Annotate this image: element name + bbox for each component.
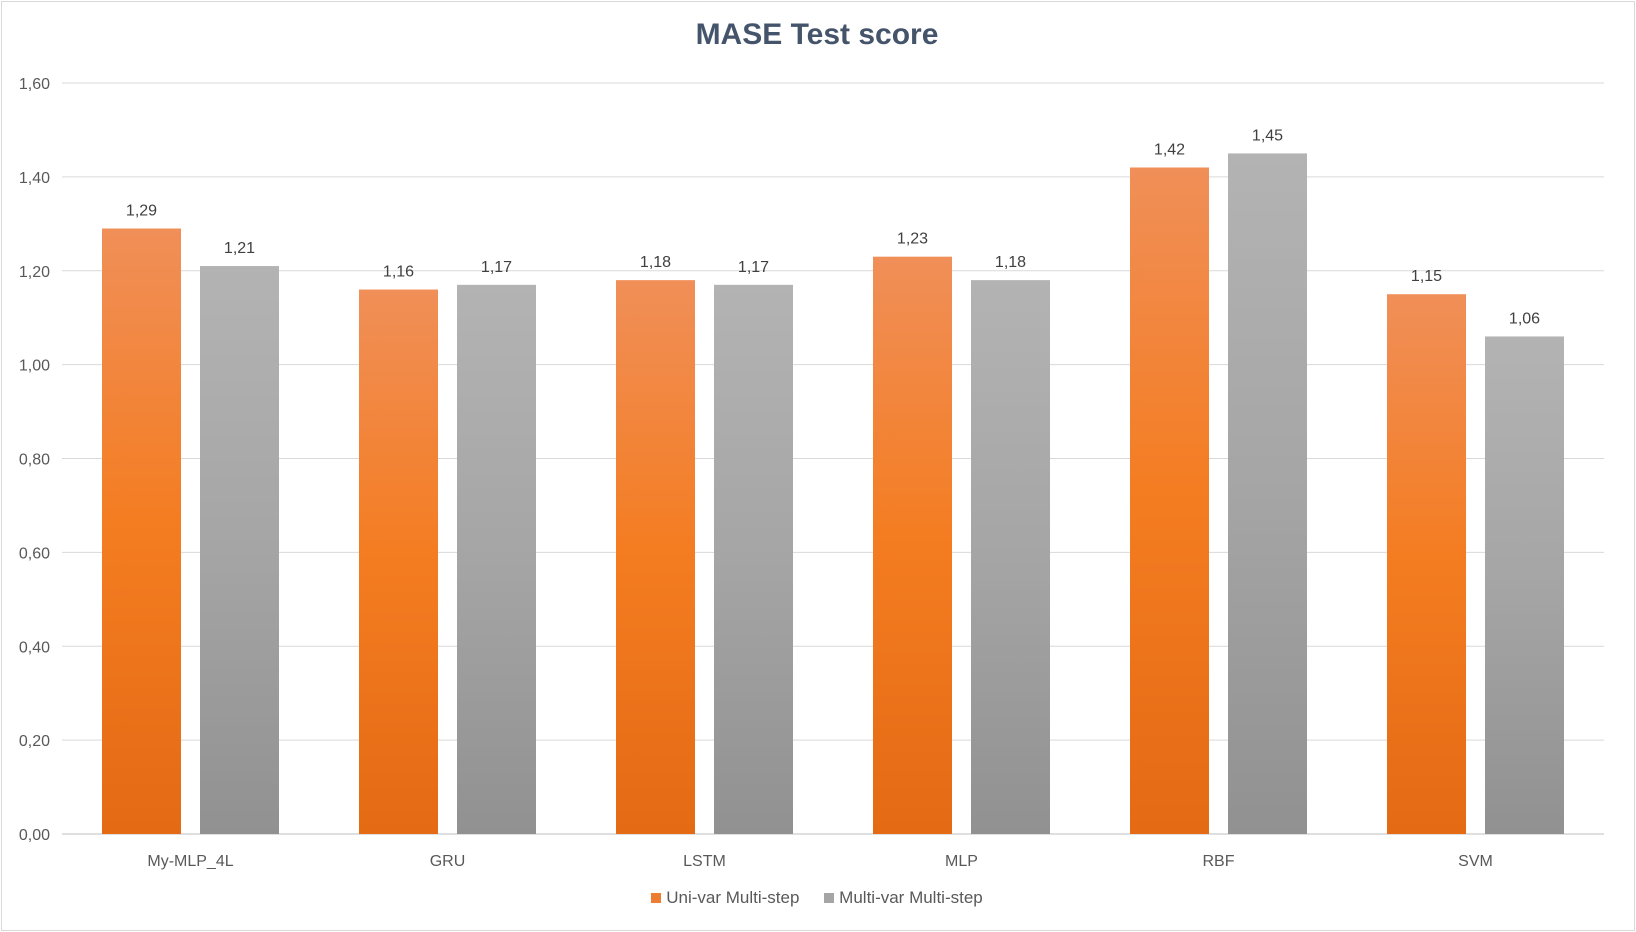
- bars: [102, 153, 1564, 835]
- y-tick-label: 0,80: [19, 452, 50, 469]
- x-tick-label: GRU: [430, 853, 466, 870]
- data-label: 1,45: [1252, 127, 1283, 144]
- legend-swatch-multi-var: [824, 893, 835, 903]
- bar-multi-var: [714, 284, 793, 834]
- data-labels: 1,29 1,21 1,16 1,17 1,18 1,17 1,23 1,18 1,42 1,45…: [126, 127, 1540, 327]
- legend: Uni-var Multi-step Multi-var Multi-step: [0, 888, 1634, 908]
- bar-multi-var: [200, 266, 279, 834]
- legend-label-multi-var: Multi-var Multi-step: [839, 888, 983, 907]
- x-axis-tick-labels: My-MLP_4L GRU LSTM MLP RBF SVM: [147, 853, 1492, 870]
- chart-title: MASE Test score: [695, 18, 939, 51]
- legend-item-uni-var: Uni-var Multi-step: [651, 888, 799, 908]
- legend-label-uni-var: Uni-var Multi-step: [666, 888, 800, 907]
- data-label: 1,15: [1411, 268, 1442, 285]
- bar-uni-var: [616, 280, 695, 834]
- data-label: 1,42: [1154, 141, 1185, 158]
- bar-uni-var: [359, 289, 438, 834]
- y-tick-label: 0,00: [19, 827, 50, 844]
- data-label: 1,06: [1509, 310, 1540, 327]
- bar-multi-var: [1228, 153, 1307, 834]
- x-tick-label: LSTM: [683, 853, 726, 870]
- bar-uni-var: [873, 256, 952, 834]
- y-tick-label: 1,20: [19, 264, 50, 281]
- data-label: 1,16: [383, 264, 414, 281]
- x-tick-label: RBF: [1203, 853, 1235, 870]
- data-label: 1,18: [640, 254, 671, 271]
- x-tick-label: MLP: [945, 853, 978, 870]
- y-tick-label: 0,40: [19, 639, 50, 656]
- y-tick-label: 1,00: [19, 358, 50, 375]
- data-label: 1,29: [126, 203, 157, 220]
- y-tick-label: 0,60: [19, 545, 50, 562]
- legend-swatch-uni-var: [651, 893, 662, 903]
- legend-item-multi-var: Multi-var Multi-step: [824, 888, 983, 908]
- x-tick-label: SVM: [1458, 853, 1493, 870]
- data-label: 1,17: [738, 259, 769, 276]
- gridlines: [62, 82, 1604, 835]
- bar-uni-var: [1130, 167, 1209, 835]
- y-tick-label: 1,60: [19, 76, 50, 93]
- bar-multi-var: [457, 284, 536, 834]
- bar-uni-var: [1387, 294, 1466, 834]
- data-label: 1,21: [224, 240, 255, 257]
- x-tick-label: My-MLP_4L: [147, 853, 233, 870]
- data-label: 1,17: [481, 259, 512, 276]
- y-tick-label: 1,40: [19, 170, 50, 187]
- bar-uni-var: [102, 228, 181, 835]
- data-label: 1,18: [995, 254, 1026, 271]
- data-label: 1,23: [897, 231, 928, 248]
- bar-multi-var: [1485, 336, 1564, 834]
- bar-multi-var: [971, 280, 1050, 834]
- y-axis-tick-labels: 0,00 0,20 0,40 0,60 0,80 1,00 1,20 1,40 1,60: [19, 76, 50, 844]
- y-tick-label: 0,20: [19, 733, 50, 750]
